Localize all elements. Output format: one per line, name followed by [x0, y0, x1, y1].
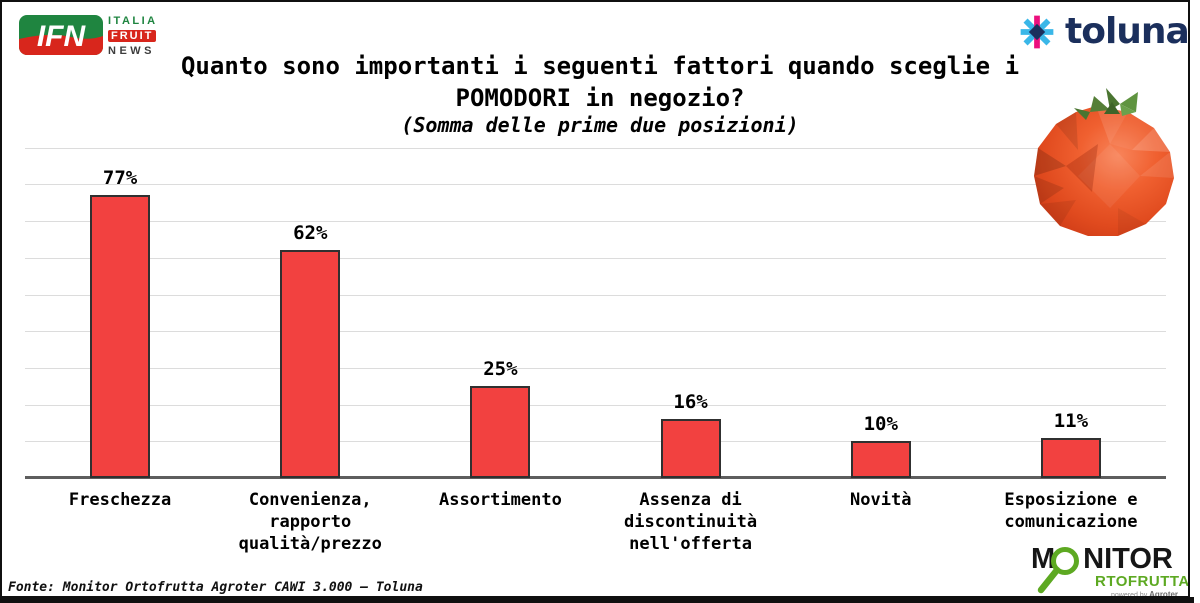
toluna-asterisk-icon [1020, 15, 1054, 49]
toluna-logo: toluna [1019, 11, 1190, 52]
bar [90, 195, 151, 478]
gridline [25, 184, 1166, 186]
bar-value-label: 16% [673, 391, 708, 414]
ifn-word-news: NEWS [108, 45, 155, 57]
bar [850, 441, 911, 478]
bar [280, 250, 341, 478]
gridline [25, 441, 1166, 443]
bar-category-label: Assortimento [438, 490, 562, 510]
monitor-agroter: Agroter [1149, 590, 1179, 599]
monitor-ortofrutta-logo: M NITOR RTOFRUTTA powered by Agroter [1031, 545, 1193, 600]
gridline [25, 147, 1166, 149]
gridline [25, 257, 1166, 259]
ifn-word-fruit: FRUIT [108, 30, 157, 42]
bottom-bar [0, 597, 1194, 603]
bar-value-label: 77% [102, 167, 138, 190]
x-axis-line [25, 476, 1166, 479]
magnifier-icon [1037, 547, 1079, 594]
bar-category-label: Assenza di discontinuità nell'offerta [624, 490, 758, 554]
bar [1040, 437, 1101, 478]
ifn-logo: IFN ITALIA FRUIT NEWS [19, 15, 158, 57]
gridline [25, 367, 1166, 369]
bar-category-label: Esposizione e comunicazione [1004, 490, 1138, 532]
monitor-powered-by: powered by [1111, 592, 1148, 599]
bar-category-label: Novità [850, 490, 912, 510]
bar-value-label: 25% [483, 358, 518, 381]
bar [470, 386, 531, 478]
chart-title-line1: Quanto sono importanti i seguenti fattor… [180, 52, 1020, 80]
bar-value-label: 10% [863, 413, 898, 436]
chart-title-line2: POMODORI in negozio? [455, 84, 745, 112]
chart-subtitle: (Somma delle prime due posizioni) [401, 113, 799, 137]
bar [660, 419, 721, 478]
ifn-word-italia: ITALIA [108, 15, 158, 27]
bar-category-label: Freschezza [68, 490, 172, 510]
gridline [25, 221, 1166, 223]
tomato-image [1034, 88, 1174, 236]
ifn-flag-icon: IFN [19, 15, 103, 55]
monitor-letter-m: M [1031, 543, 1056, 575]
bar-value-label: 11% [1053, 409, 1089, 432]
gridline [25, 294, 1166, 296]
gridline [25, 404, 1166, 406]
bar-category-label: Convenienza, rapporto qualità/prezzo [238, 490, 382, 554]
source-note: Fonte: Monitor Ortofrutta Agroter CAWI 3… [8, 580, 423, 595]
monitor-letters-nitor: NITOR [1083, 543, 1173, 575]
monitor-rtofrutta: RTOFRUTTA [1095, 573, 1190, 590]
toluna-wordmark: toluna [1065, 11, 1190, 52]
bar-value-label: 62% [293, 222, 328, 245]
gridline [25, 331, 1166, 333]
ifn-abbr: IFN [37, 20, 87, 53]
